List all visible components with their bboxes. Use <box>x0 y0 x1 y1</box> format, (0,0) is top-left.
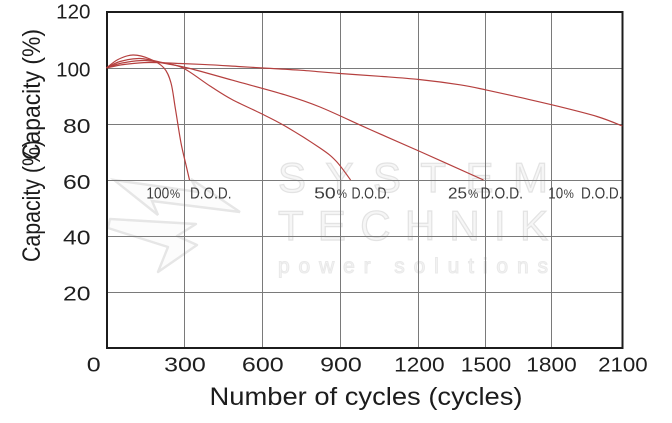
svg-text:60: 60 <box>63 172 91 194</box>
svg-text:100: 100 <box>56 60 90 82</box>
svg-text:20: 20 <box>63 284 91 306</box>
svg-text:%: % <box>337 189 347 201</box>
svg-text:80: 80 <box>63 116 91 138</box>
svg-text:%: % <box>170 189 180 201</box>
svg-text:Capacity (%): Capacity (%) <box>18 140 46 262</box>
svg-text:1500: 1500 <box>461 354 511 376</box>
svg-text:900: 900 <box>320 354 362 376</box>
svg-text:1200: 1200 <box>394 354 444 376</box>
svg-text:600: 600 <box>242 354 284 376</box>
svg-text:D.O.D.: D.O.D. <box>352 186 391 203</box>
svg-text:25: 25 <box>448 186 467 203</box>
svg-text:D.O.D.: D.O.D. <box>190 186 232 203</box>
svg-text:D.O.D.: D.O.D. <box>581 186 623 203</box>
svg-text:120: 120 <box>56 1 90 23</box>
svg-text:40: 40 <box>63 227 91 249</box>
svg-text:D.O.D.: D.O.D. <box>481 186 524 203</box>
svg-text:power solutions: power solutions <box>278 255 548 278</box>
svg-text:300: 300 <box>164 354 206 376</box>
svg-text:50: 50 <box>314 186 336 203</box>
svg-text:10: 10 <box>548 186 563 203</box>
svg-text:1800: 1800 <box>526 354 576 376</box>
svg-text:0: 0 <box>87 355 101 377</box>
svg-text:Capacity (%): Capacity (%) <box>18 29 46 160</box>
svg-text:%: % <box>564 189 574 201</box>
svg-text:TECHNIK: TECHNIK <box>278 202 548 249</box>
svg-text:2100: 2100 <box>598 354 648 376</box>
svg-text:Number of cycles (cycles): Number of cycles (cycles) <box>210 383 523 411</box>
svg-text:100: 100 <box>146 186 169 203</box>
svg-text:%: % <box>468 189 478 201</box>
